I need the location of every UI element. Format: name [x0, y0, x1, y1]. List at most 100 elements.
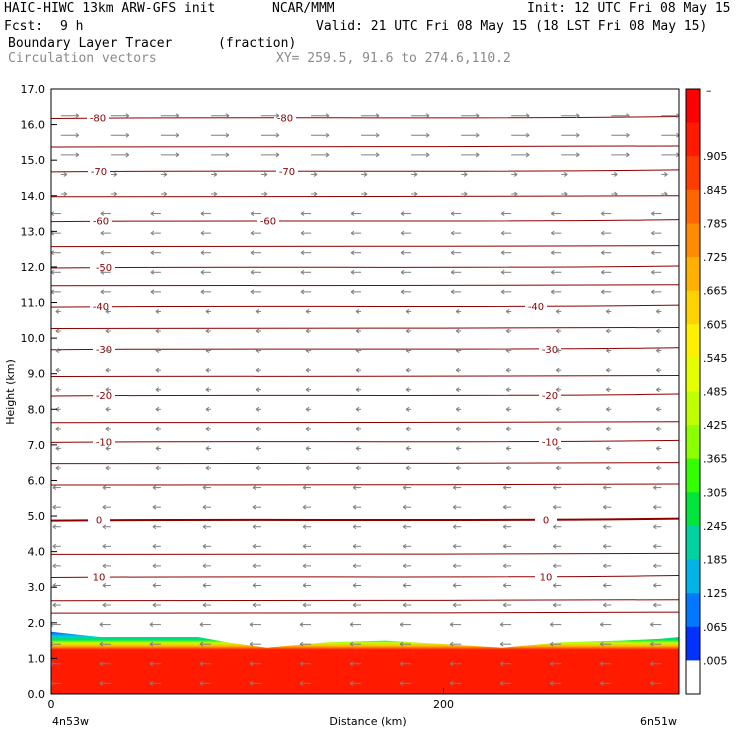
wind-vector-head [405, 426, 410, 432]
wind-vector-head [555, 309, 560, 314]
y-tick-label: 0.0 [28, 688, 46, 701]
colorbar-label: .905 [703, 150, 728, 163]
colorbar-swatch [686, 626, 700, 661]
isotherm-label: -30 [96, 345, 112, 356]
wind-vector-head [502, 602, 507, 608]
wind-vector-head [100, 289, 105, 295]
wind-vector-head [75, 152, 80, 158]
wind-vector-head [505, 426, 510, 432]
wind-vector-head [102, 602, 107, 608]
wind-vector-head [651, 250, 655, 256]
wind-vector-head [255, 426, 260, 432]
isotherm-label: -40 [528, 302, 544, 313]
wind-vector-head [313, 171, 318, 177]
wind-vector-head [502, 524, 507, 530]
wind-vector-head [355, 348, 360, 353]
wind-vector-head [500, 269, 505, 275]
wind-vector-head [302, 583, 307, 588]
wind-vector-head [606, 328, 610, 334]
wind-vector-head [550, 211, 555, 216]
wind-vector-head [155, 406, 160, 412]
isotherm-label-bg [93, 260, 115, 272]
wind-vector-head [252, 563, 257, 569]
wind-vector-head [402, 524, 407, 530]
wind-vector-head [653, 563, 657, 569]
wind-vector-head [305, 406, 310, 412]
isotherm-line [51, 611, 679, 614]
wind-vector-head [550, 289, 555, 295]
wind-vector-head [656, 309, 660, 314]
isotherm-label-bg [539, 342, 561, 354]
wind-vector-head [349, 661, 354, 667]
wind-vector-head [275, 152, 280, 158]
isotherm-label: 10 [540, 573, 553, 584]
wind-vector-head [425, 113, 430, 119]
wind-vector-head [202, 504, 207, 510]
isotherm-line [51, 326, 679, 329]
wind-vector-head [249, 622, 254, 628]
model-title: HAIC-HIWC 13km ARW-GFS init [4, 1, 216, 16]
wind-vector-head [125, 113, 130, 119]
wind-vector-head [350, 250, 355, 256]
isotherm-label: 0 [543, 516, 549, 527]
wind-vector-head [402, 602, 407, 608]
wind-vector-head [549, 680, 554, 686]
wind-vector-head [202, 602, 207, 608]
colorbar-swatch [686, 122, 700, 157]
wind-vector-head [350, 269, 355, 275]
wind-vector-head [455, 348, 460, 353]
y-tick-label: 4.0 [28, 546, 46, 559]
wind-vector-head [263, 191, 268, 197]
wind-vector-head [399, 622, 404, 628]
wind-vector-head [300, 211, 305, 216]
wind-vector-head [305, 328, 310, 334]
wind-vector-head [452, 524, 457, 530]
wind-vector-head [603, 485, 607, 491]
colorbar-top-label: – [706, 84, 712, 97]
isotherm-label: -30 [542, 345, 558, 356]
colorbar-label: .365 [703, 453, 728, 466]
wind-vector-head [352, 543, 357, 549]
colorbar-label: .845 [703, 184, 728, 197]
wind-vector-head [575, 132, 580, 138]
wind-vector-head [100, 230, 105, 236]
wind-vector-head [375, 152, 380, 158]
wind-vector-head [606, 426, 610, 432]
wind-vector-head [449, 641, 454, 647]
wind-vector-head [125, 132, 130, 138]
wind-vector-head [601, 289, 605, 295]
wind-vector-head [225, 113, 230, 119]
wind-vector-head [355, 387, 360, 393]
wind-vector-head [155, 465, 160, 471]
wind-vector-head [252, 485, 257, 491]
field-units: (fraction) [218, 36, 297, 51]
wind-vector-head [651, 289, 655, 295]
isotherm-label-bg [93, 342, 115, 354]
wind-vector-head [505, 309, 510, 314]
wind-vector-head [102, 524, 107, 530]
wind-vector-head [455, 367, 460, 373]
wind-vector-head [563, 171, 568, 177]
wind-vector-head [552, 524, 557, 530]
isotherm-label: -80 [90, 113, 106, 124]
isotherm-line [51, 575, 679, 579]
wind-vector-head [550, 269, 555, 275]
isotherm-line [51, 483, 679, 486]
wind-vector-head [455, 406, 460, 412]
wind-vector-head [105, 348, 110, 353]
wind-vector-head [402, 485, 407, 491]
axes: 0.0 1.0 2.0 3.0 4.0 5.0 6.0 7.0 8.0 9.0 10.0 11.0 12… [21, 83, 455, 711]
wind-vector-head [349, 641, 354, 647]
wind-vector-head [355, 328, 360, 334]
wind-vector-head [450, 269, 455, 275]
wind-vector-head [205, 406, 210, 412]
wind-vector-head [55, 348, 60, 353]
wind-vector-head [150, 230, 155, 236]
colorbar-label: .605 [703, 318, 728, 331]
y-tick-label: 7.0 [28, 439, 46, 452]
colorbar-swatch [686, 593, 700, 628]
forecast-label: Fcst: [4, 19, 44, 34]
wind-vector-head [352, 504, 357, 510]
wind-vector-head [152, 504, 157, 510]
wind-vector-head [505, 406, 510, 412]
